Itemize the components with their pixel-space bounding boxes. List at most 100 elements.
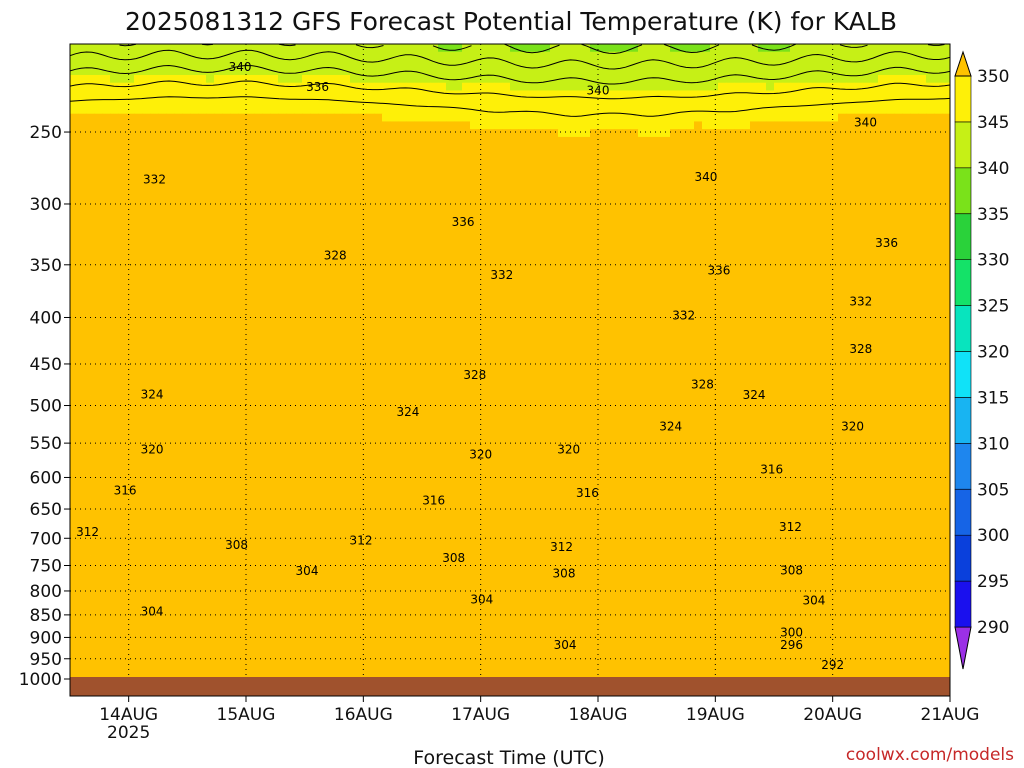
heatmap-cell [142, 44, 151, 53]
heatmap-cell [110, 322, 119, 332]
heatmap-cell [470, 44, 479, 53]
heatmap-cell [710, 322, 719, 332]
heatmap-cell [350, 384, 359, 394]
heatmap-cell [134, 284, 143, 293]
heatmap-cell [566, 121, 575, 130]
heatmap-cell [182, 113, 191, 123]
heatmap-cell [190, 253, 199, 262]
heatmap-cell [502, 384, 511, 394]
heatmap-cell [926, 330, 935, 339]
heatmap-cell [622, 361, 631, 370]
heatmap-cell [942, 191, 950, 200]
heatmap-cell [86, 214, 95, 223]
heatmap-cell [126, 74, 135, 84]
heatmap-cell [726, 268, 735, 277]
heatmap-cell [110, 284, 119, 293]
heatmap-cell [494, 206, 503, 215]
heatmap-cell [550, 222, 559, 231]
heatmap-cell [670, 214, 679, 223]
heatmap-cell [830, 315, 839, 324]
heatmap-cell [566, 167, 575, 177]
heatmap-cell [390, 237, 399, 246]
heatmap-cell [590, 361, 599, 370]
heatmap-cell [662, 237, 671, 246]
heatmap-cell [926, 276, 935, 285]
heatmap-cell [126, 268, 135, 277]
heatmap-cell [670, 315, 679, 324]
heatmap-cell [798, 222, 807, 231]
heatmap-cell [262, 376, 271, 386]
heatmap-cell [230, 361, 239, 370]
heatmap-cell [750, 198, 759, 208]
heatmap-cell [838, 183, 847, 192]
heatmap-cell [790, 237, 799, 246]
heatmap-cell [134, 392, 143, 401]
heatmap-cell [774, 206, 783, 215]
heatmap-cell [214, 74, 223, 84]
heatmap-cell [782, 113, 791, 123]
heatmap-cell [710, 291, 719, 301]
heatmap-cell [454, 268, 463, 277]
heatmap-cell [582, 237, 591, 246]
heatmap-cell [334, 315, 343, 324]
heatmap-cell [694, 183, 703, 192]
heatmap-cell [438, 51, 447, 61]
heatmap-cell [422, 384, 431, 394]
heatmap-cell [446, 291, 455, 301]
heatmap-cell [486, 222, 495, 231]
heatmap-cell [910, 82, 919, 92]
heatmap-cell [110, 253, 119, 262]
heatmap-cell [678, 74, 687, 84]
heatmap-cell [230, 113, 239, 123]
heatmap-cell [638, 276, 647, 285]
heatmap-cell [214, 90, 223, 99]
heatmap-cell [502, 129, 511, 138]
heatmap-cell [430, 229, 439, 239]
heatmap-cell [534, 361, 543, 370]
heatmap-cell [470, 245, 479, 254]
heatmap-cell [494, 369, 503, 378]
heatmap-cell [438, 330, 447, 339]
heatmap-cell [590, 291, 599, 301]
heatmap-cell [846, 59, 855, 68]
heatmap-cell [110, 384, 119, 394]
heatmap-cell [726, 214, 735, 223]
heatmap-cell [814, 260, 823, 270]
heatmap-cell [110, 144, 119, 154]
heatmap-cell [934, 51, 943, 61]
heatmap-cell [630, 353, 639, 363]
heatmap-cell [854, 90, 863, 99]
heatmap-cell [310, 160, 319, 169]
heatmap-cell [502, 59, 511, 68]
heatmap-cell [718, 260, 727, 270]
heatmap-cell [774, 353, 783, 363]
heatmap-cell [734, 330, 743, 339]
heatmap-cell [606, 268, 615, 277]
heatmap-cell [638, 136, 647, 146]
heatmap-cell [310, 315, 319, 324]
heatmap-cell [550, 376, 559, 386]
heatmap-cell [190, 98, 199, 107]
heatmap-cell [934, 214, 943, 223]
heatmap-cell [230, 160, 239, 169]
heatmap-cell [582, 90, 591, 99]
heatmap-cell [862, 90, 871, 99]
heatmap-cell [918, 51, 927, 61]
heatmap-cell [206, 315, 215, 324]
heatmap-cell [166, 198, 175, 208]
heatmap-cell [206, 369, 215, 378]
heatmap-cell [510, 222, 519, 231]
heatmap-cell [126, 315, 135, 324]
heatmap-cell [230, 260, 239, 270]
heatmap-cell [110, 198, 119, 208]
heatmap-cell [590, 237, 599, 246]
heatmap-cell [142, 376, 151, 386]
heatmap-cell [478, 369, 487, 378]
heatmap-cell [158, 167, 167, 177]
heatmap-cell [302, 175, 311, 184]
heatmap-cell [430, 160, 439, 169]
heatmap-cell [806, 136, 815, 146]
heatmap-cell [302, 299, 311, 308]
heatmap-cell [542, 260, 551, 270]
heatmap-cell [846, 229, 855, 239]
